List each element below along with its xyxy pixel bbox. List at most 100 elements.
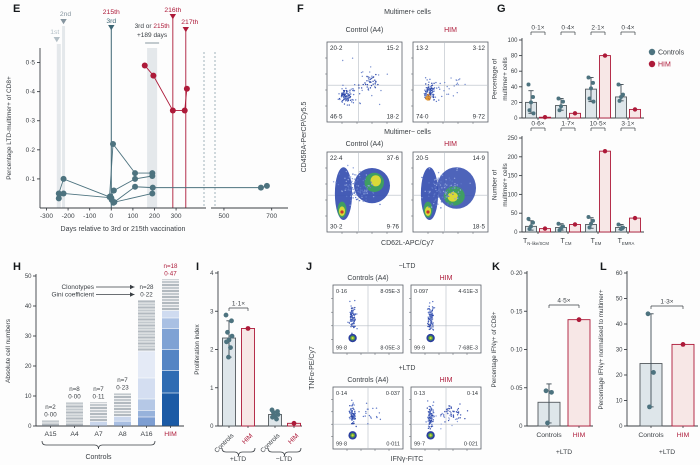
svg-text:0: 0	[109, 213, 113, 220]
svg-text:0·00: 0·00	[44, 412, 57, 419]
svg-text:Controls: Controls	[638, 432, 664, 439]
panel-h-stacked-bar: 01020304050A15n=20·00A4n=80·00A7n=70·11A…	[5, 263, 184, 461]
svg-text:HIM: HIM	[440, 275, 453, 282]
svg-text:0: 0	[619, 424, 623, 430]
svg-text:TEMRA: TEMRA	[618, 238, 635, 246]
svg-text:TCM: TCM	[561, 238, 572, 246]
panel-f-flow-plots: 20·2 15·2 46·5 18·2 13·2 3·12 74·0 9·72 22·4 37·6…	[301, 9, 489, 247]
svg-text:0·4×: 0·4×	[561, 25, 574, 32]
svg-text:0·1×: 0·1×	[531, 25, 544, 32]
svg-text:9·72: 9·72	[473, 114, 486, 121]
svg-text:0·011: 0·011	[386, 442, 400, 448]
svg-text:A4: A4	[70, 431, 79, 438]
svg-text:2nd: 2nd	[60, 11, 72, 18]
svg-text:A8: A8	[118, 431, 127, 438]
svg-text:37·6: 37·6	[387, 155, 400, 162]
svg-text:+LTD: +LTD	[399, 365, 416, 372]
panel-g-bar-charts: Controls HIM 0 20 40 60 80 100 0·1× 0·4× 2·1× 0·4× P…	[492, 25, 685, 247]
svg-text:1: 1	[210, 386, 214, 392]
svg-text:2: 2	[210, 348, 214, 354]
svg-text:Absolute cell numbers: Absolute cell numbers	[5, 318, 12, 383]
svg-text:−LTD: −LTD	[399, 263, 416, 270]
svg-text:13·2: 13·2	[416, 45, 429, 52]
svg-text:217th: 217th	[181, 19, 198, 26]
svg-text:0·6×: 0·6×	[531, 121, 544, 128]
svg-text:Controls: Controls	[85, 454, 112, 461]
svg-text:IFNγ-FITC: IFNγ-FITC	[391, 456, 424, 463]
svg-text:A7: A7	[94, 431, 103, 438]
svg-text:8·05E-3: 8·05E-3	[380, 289, 400, 295]
svg-text:22·4: 22·4	[330, 155, 343, 162]
svg-text:40: 40	[511, 85, 518, 91]
svg-text:HIM: HIM	[440, 377, 453, 384]
svg-text:Days relative to 3rd or 215th: Days relative to 3rd or 215th vaccinatio…	[61, 226, 186, 233]
svg-text:Controls: Controls	[259, 432, 282, 455]
svg-text:Gini coefficient: Gini coefficient	[51, 292, 94, 299]
svg-text:0: 0	[210, 424, 214, 430]
svg-text:0·4: 0·4	[26, 89, 36, 96]
svg-text:HIM: HIM	[677, 432, 690, 439]
svg-text:30: 30	[25, 334, 32, 340]
svg-text:+189 days: +189 days	[137, 32, 168, 39]
svg-text:3·12: 3·12	[473, 45, 486, 52]
svg-text:0·13: 0·13	[414, 391, 425, 397]
svg-text:0: 0	[519, 424, 523, 430]
svg-text:0·20: 0·20	[510, 271, 523, 277]
panel-l-bar-chart: 0 10 20 30 40 50 60 Controls HIM 1·3× Percentage I…	[598, 271, 698, 456]
svg-text:Controls (A4): Controls (A4)	[347, 275, 388, 282]
svg-text:-300: -300	[40, 213, 53, 220]
svg-text:99·9: 99·9	[414, 346, 425, 352]
svg-text:-100: -100	[83, 213, 96, 220]
svg-text:-200: -200	[62, 213, 75, 220]
svg-text:CD45RA-PerCP/Cy5.5: CD45RA-PerCP/Cy5.5	[301, 101, 308, 172]
svg-text:30·2: 30·2	[330, 224, 343, 231]
svg-text:CD62L-APC/Cy7: CD62L-APC/Cy7	[381, 240, 434, 247]
svg-text:3: 3	[210, 309, 214, 315]
svg-text:3rd: 3rd	[106, 18, 116, 25]
svg-text:TNFα-PE/Cy7: TNFα-PE/Cy7	[309, 346, 316, 390]
svg-text:0·14: 0·14	[336, 391, 347, 397]
svg-text:0: 0	[28, 424, 32, 430]
svg-text:Clonotypes: Clonotypes	[61, 284, 94, 291]
svg-text:Percentage IFNγ+ normalised to: Percentage IFNγ+ normalised to multimer+	[598, 289, 605, 409]
svg-text:100: 100	[127, 213, 138, 220]
svg-text:Percentage IFNγ+ of CD8+: Percentage IFNγ+ of CD8+	[491, 311, 498, 387]
svg-text:46·5: 46·5	[330, 114, 343, 121]
svg-text:Controls: Controls	[536, 432, 562, 439]
svg-text:99·8: 99·8	[336, 442, 347, 448]
svg-text:3·1×: 3·1×	[621, 121, 634, 128]
svg-text:A16: A16	[140, 431, 152, 438]
panel-label-g: G	[497, 3, 506, 15]
panel-i-bar-chart: 0 1 2 3 4 Controls HIM Controls HIM 1·1× Prolifera…	[194, 271, 302, 463]
svg-text:Multimer+ cells: Multimer+ cells	[384, 9, 431, 16]
svg-text:20·5: 20·5	[416, 155, 429, 162]
svg-text:20: 20	[616, 373, 623, 379]
svg-text:1·3×: 1·3×	[660, 299, 673, 306]
svg-text:15·2: 15·2	[387, 45, 400, 52]
panel-label-h: H	[13, 261, 21, 273]
svg-text:TEM: TEM	[591, 238, 602, 246]
svg-text:1st: 1st	[50, 29, 59, 36]
svg-text:0·037: 0·037	[386, 391, 400, 397]
svg-text:Multimer− cells: Multimer− cells	[384, 129, 431, 136]
panel-label-k: K	[492, 261, 500, 273]
svg-text:HIM: HIM	[164, 431, 177, 438]
svg-text:n=28: n=28	[140, 284, 154, 291]
svg-text:30: 30	[616, 348, 623, 354]
svg-text:14·9: 14·9	[473, 155, 486, 162]
svg-text:50: 50	[25, 274, 32, 280]
svg-text:HIM: HIM	[658, 62, 671, 69]
svg-text:215th: 215th	[103, 9, 120, 16]
svg-text:300: 300	[171, 213, 182, 220]
svg-text:HIM: HIM	[573, 432, 586, 439]
svg-text:0·00: 0·00	[68, 394, 81, 401]
svg-text:10·5×: 10·5×	[590, 121, 607, 128]
svg-text:216th: 216th	[164, 7, 181, 14]
svg-text:80: 80	[511, 54, 518, 60]
svg-text:0·05: 0·05	[510, 386, 523, 392]
svg-text:8·05E-3: 8·05E-3	[380, 346, 400, 352]
svg-text:n=2: n=2	[45, 404, 56, 411]
svg-text:0·4×: 0·4×	[621, 25, 634, 32]
